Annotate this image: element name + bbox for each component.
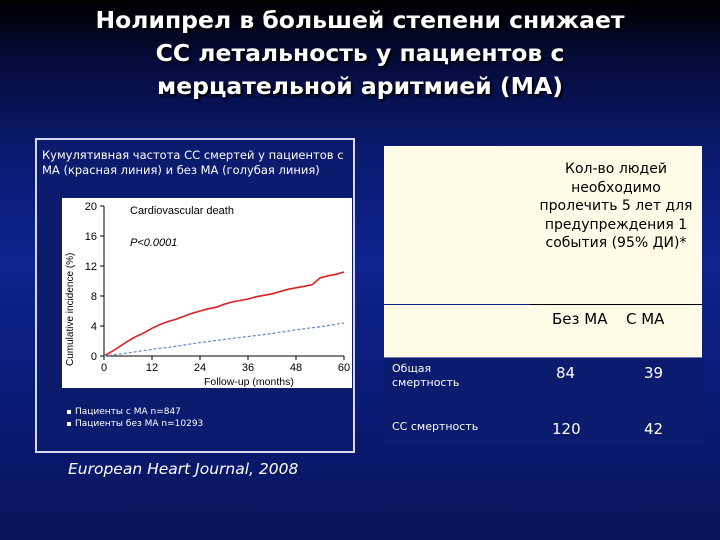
table-body-divider (384, 357, 702, 358)
table-header-divider (530, 304, 702, 305)
slide-title: Нолипрел в большей степени снижает СС ле… (0, 4, 720, 103)
x-tick-label: 60 (338, 362, 350, 374)
x-tick-label: 12 (146, 362, 158, 374)
title-line-2: СС летальность у пациентов с (155, 39, 565, 67)
title-line-1: Нолипрел в большей степени снижает (95, 6, 625, 34)
y-tick-label: 4 (91, 321, 97, 333)
legend-item-ma: Пациенты с МА n=847 (67, 406, 203, 418)
x-tick-label: 0 (101, 362, 107, 374)
x-tick-label: 24 (194, 362, 206, 374)
column-header-ma: С МА (626, 310, 665, 328)
chart-container: Cardiovascular death P<0.0001 Cumulative… (62, 198, 352, 388)
bullet-icon (67, 410, 71, 414)
y-tick-label: 0 (91, 351, 97, 363)
chart-caption: Кумулятивная частота СС смертей у пациен… (42, 148, 344, 177)
series-line-ma (103, 271, 345, 357)
table-body (384, 357, 702, 443)
chart-legend: Пациенты с МА n=847 Пациенты без МА n=10… (67, 406, 203, 430)
column-header-no-ma: Без МА (552, 310, 608, 328)
y-tick-label: 8 (91, 291, 97, 303)
bullet-icon (67, 422, 71, 426)
x-tick-label: 36 (242, 362, 254, 374)
cell-total-no-ma: 84 (556, 364, 576, 382)
series-line-no-ma (103, 322, 345, 357)
table-header-text: Кол-во людей необходимо пролечить 5 лет … (539, 161, 693, 251)
title-line-3: мерцательной аритмией (МА) (157, 72, 563, 100)
y-axis-label: Cumulative incidence (%) (65, 253, 76, 366)
legend-label-ma: Пациенты с МА n=847 (75, 407, 181, 417)
legend-label-no-ma: Пациенты без МА n=10293 (75, 419, 204, 429)
chart-title: Cardiovascular death (130, 205, 234, 217)
cell-cv-no-ma: 120 (552, 420, 581, 438)
cell-cv-ma: 42 (644, 420, 664, 438)
row-label-cv-mortality: СС смертность (392, 420, 479, 433)
x-axis-label: Follow-up (months) (204, 376, 294, 388)
y-tick-label: 16 (85, 231, 97, 243)
p-value-annotation: P<0.0001 (130, 237, 177, 249)
table-header-area (384, 146, 702, 304)
y-tick-label: 20 (85, 201, 97, 213)
chart-background (62, 198, 352, 388)
legend-item-no-ma: Пациенты без МА n=10293 (67, 418, 203, 430)
chart-panel: Кумулятивная частота СС смертей у пациен… (35, 138, 355, 453)
source-citation: European Heart Journal, 2008 (68, 460, 299, 478)
table-column-header-area (384, 305, 702, 357)
cell-total-ma: 39 (644, 364, 664, 382)
y-tick-label: 12 (85, 261, 97, 273)
x-tick-label: 48 (290, 362, 302, 374)
incidence-chart: Cardiovascular death P<0.0001 Cumulative… (62, 198, 352, 388)
chart-series (103, 271, 345, 357)
row-label-total-mortality: Общая смертность (392, 362, 460, 389)
